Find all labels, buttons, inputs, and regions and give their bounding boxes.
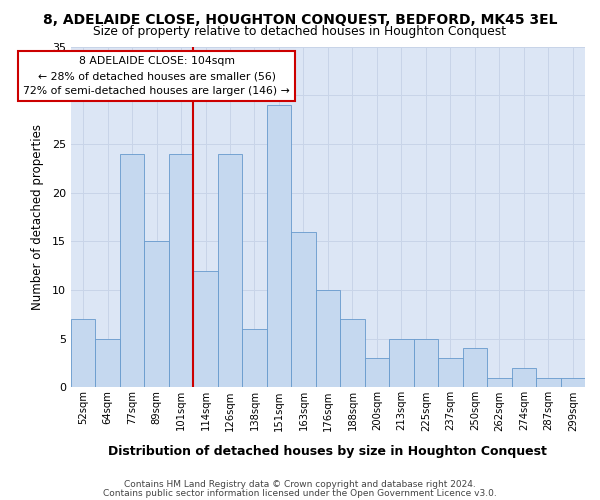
- Bar: [267, 105, 291, 388]
- Bar: [389, 339, 413, 388]
- Bar: [291, 232, 316, 388]
- Bar: [438, 358, 463, 388]
- Bar: [463, 348, 487, 388]
- Bar: [560, 378, 585, 388]
- Text: 8 ADELAIDE CLOSE: 104sqm
← 28% of detached houses are smaller (56)
72% of semi-d: 8 ADELAIDE CLOSE: 104sqm ← 28% of detach…: [23, 56, 290, 96]
- Bar: [413, 339, 438, 388]
- Text: 8, ADELAIDE CLOSE, HOUGHTON CONQUEST, BEDFORD, MK45 3EL: 8, ADELAIDE CLOSE, HOUGHTON CONQUEST, BE…: [43, 12, 557, 26]
- Bar: [536, 378, 560, 388]
- Text: Size of property relative to detached houses in Houghton Conquest: Size of property relative to detached ho…: [94, 25, 506, 38]
- Bar: [487, 378, 512, 388]
- Bar: [169, 154, 193, 388]
- Bar: [145, 242, 169, 388]
- Text: Contains HM Land Registry data © Crown copyright and database right 2024.: Contains HM Land Registry data © Crown c…: [124, 480, 476, 489]
- Bar: [340, 320, 365, 388]
- Text: Contains public sector information licensed under the Open Government Licence v3: Contains public sector information licen…: [103, 488, 497, 498]
- Bar: [365, 358, 389, 388]
- Bar: [218, 154, 242, 388]
- Y-axis label: Number of detached properties: Number of detached properties: [31, 124, 44, 310]
- Bar: [120, 154, 145, 388]
- Bar: [71, 320, 95, 388]
- X-axis label: Distribution of detached houses by size in Houghton Conquest: Distribution of detached houses by size …: [109, 444, 547, 458]
- Bar: [316, 290, 340, 388]
- Bar: [512, 368, 536, 388]
- Bar: [193, 270, 218, 388]
- Bar: [95, 339, 120, 388]
- Bar: [242, 329, 267, 388]
